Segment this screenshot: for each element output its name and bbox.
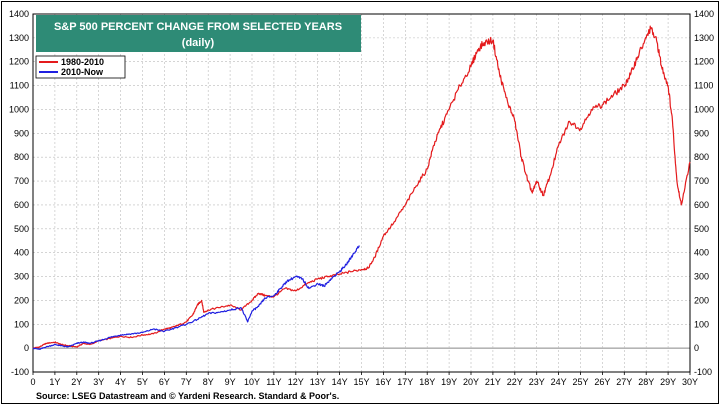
x-tick-label: 8Y [203,377,214,387]
x-tick-label: 25Y [572,377,588,387]
x-tick-label: 4Y [115,377,126,387]
x-tick-label: 3Y [93,377,104,387]
chart-subtitle: (daily) [182,37,215,49]
x-tick-label: 22Y [507,377,523,387]
y-tick-label-right: 200 [694,295,709,305]
x-tick-label: 16Y [375,377,391,387]
y-tick-label-right: 800 [694,152,709,162]
y-tick-label-left: 300 [14,272,29,282]
y-tick-label-left: 1000 [9,104,29,114]
y-tick-label-left: 1300 [9,33,29,43]
y-tick-label-right: 300 [694,272,709,282]
y-tick-label-left: 600 [14,200,29,210]
y-tick-label-left: 0 [24,343,29,353]
y-tick-label-right: 900 [694,128,709,138]
series-layer [32,25,691,350]
y-tick-label-left: 700 [14,176,29,186]
y-tick-label-left: 1400 [9,9,29,19]
x-tick-label: 21Y [485,377,501,387]
y-tick-label-right: 1300 [694,33,714,43]
y-tick-label-right: 500 [694,224,709,234]
legend: 1980-2010 2010-Now [35,55,126,79]
y-tick-label-right: 0 [694,343,699,353]
x-tick-label: 11Y [266,377,281,387]
y-tick-label-right: 700 [694,176,709,186]
x-tick-label: 30Y [682,377,698,387]
y-tick-label-left: 900 [14,128,29,138]
x-tick-label: 5Y [137,377,148,387]
y-tick-label-right: 1400 [694,9,714,19]
x-tick-label: 18Y [419,377,435,387]
series-line-2010-now [32,245,360,350]
x-tick-label: 20Y [463,377,479,387]
x-tick-label: 27Y [616,377,632,387]
series-line-1980-2010 [32,25,691,349]
x-tick-label: 17Y [397,377,413,387]
y-tick-label-right: 600 [694,200,709,210]
x-tick-label: 0 [30,377,35,387]
x-tick-label: 14Y [332,377,348,387]
x-tick-label: 2Y [71,377,82,387]
x-tick-label: 13Y [310,377,326,387]
y-tick-label-left: 800 [14,152,29,162]
x-tick-label: 12Y [288,377,304,387]
y-tick-label-left: 1100 [10,81,29,91]
y-tick-label-right: 1000 [694,104,714,114]
title-box: S&P 500 PERCENT CHANGE FROM SELECTED YEA… [36,15,361,52]
y-tick-label-left: 100 [14,319,29,329]
legend-label-2010-now: 2010-Now [61,67,104,77]
x-tick-label: 23Y [529,377,545,387]
y-tick-label-right: 400 [694,248,709,258]
chart-title: S&P 500 PERCENT CHANGE FROM SELECTED YEA… [54,21,342,33]
x-tick-label: 26Y [594,377,610,387]
x-tick-label: 10Y [244,377,260,387]
y-tick-label-left: 400 [14,248,29,258]
x-tick-label: 6Y [159,377,170,387]
y-tick-label-right: 1200 [694,57,714,67]
y-tick-label-right: 100 [694,319,709,329]
x-tick-label: 1Y [49,377,60,387]
x-tick-label: 28Y [638,377,654,387]
title-background [36,15,361,52]
x-tick-label: 9Y [225,377,236,387]
source-note: Source: LSEG Datastream and © Yardeni Re… [36,391,339,401]
y-tick-label-left: 200 [14,295,29,305]
x-tick-label: 15Y [353,377,369,387]
x-tick-label: 24Y [551,377,567,387]
legend-label-1980-2010: 1980-2010 [61,57,104,67]
y-tick-label-left: -100 [11,367,29,377]
y-tick-label-left: 500 [14,224,29,234]
y-tick-label-right: -100 [694,367,712,377]
y-tick-label-left: 1200 [9,57,29,67]
x-tick-label: 19Y [441,377,457,387]
y-tick-label-right: 1100 [694,81,713,91]
legend-box [35,55,126,79]
x-tick-label: 29Y [660,377,676,387]
x-tick-label: 7Y [181,377,192,387]
